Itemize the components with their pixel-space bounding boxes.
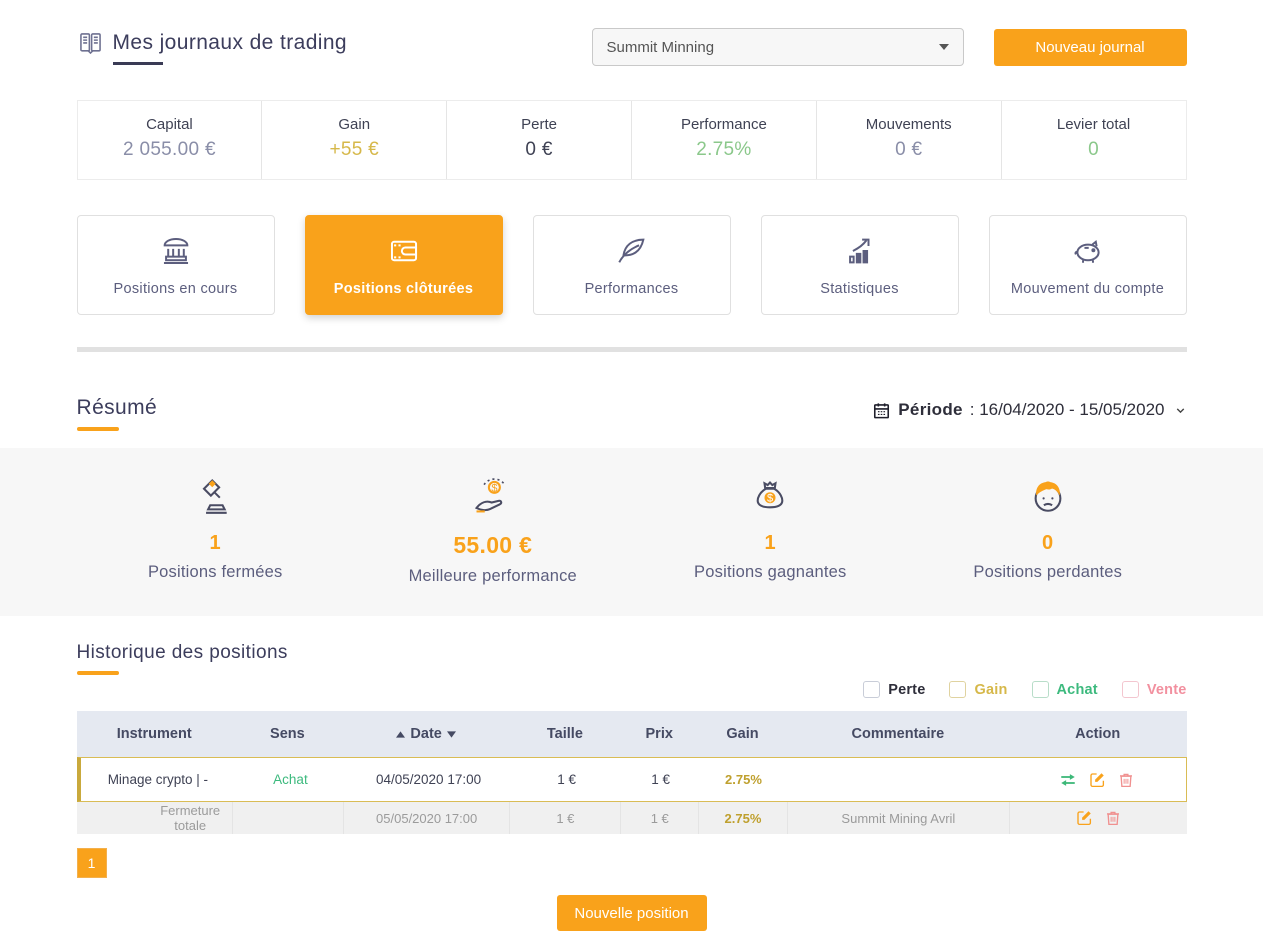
trash-icon[interactable]: [1117, 771, 1135, 789]
stat-performance: Performance 2.75%: [630, 101, 816, 179]
tab-positions-cloturees[interactable]: Positions clôturées: [304, 215, 503, 315]
svg-text:$: $: [491, 483, 497, 495]
tab-mouvement-du-compte[interactable]: Mouvement du compte: [988, 215, 1187, 315]
resume-title: Résumé: [76, 396, 158, 419]
cell-date: 05/05/2020 17:00: [342, 802, 510, 834]
resume-underline: [76, 427, 119, 431]
summary-band: 1 Positions fermées $ 55.00 € Meilleure …: [0, 448, 1263, 616]
tab-positions-en-cours[interactable]: Positions en cours: [76, 215, 275, 315]
filter-achat[interactable]: Achat: [1031, 681, 1098, 698]
journal-select[interactable]: Summit Minning: [591, 28, 964, 66]
svg-text:$: $: [767, 493, 773, 505]
cell-taille: 1 €: [557, 772, 577, 787]
new-position-button[interactable]: Nouvelle position: [556, 895, 707, 931]
cell-actions: [1009, 771, 1186, 789]
chart-growth-icon: [848, 238, 869, 263]
cell-sens: [231, 802, 343, 834]
section-divider: [76, 347, 1187, 352]
cell-instrument: Fermeture totale: [160, 803, 221, 833]
cell-gain: 2.75%: [698, 802, 787, 834]
perte-checkbox[interactable]: [863, 681, 881, 698]
summary-positions-fermees: 1 Positions fermées: [77, 475, 355, 586]
cell-prix: 1 €: [620, 802, 698, 834]
col-header-taille: Taille: [546, 726, 583, 742]
achat-checkbox[interactable]: [1031, 681, 1049, 698]
calendar-icon: [874, 402, 890, 418]
edit-icon[interactable]: [1088, 771, 1106, 789]
filter-gain[interactable]: Gain: [949, 681, 1007, 698]
cell-instrument: Minage crypto | -: [107, 772, 208, 787]
wallet-icon: [390, 240, 417, 261]
journals-books-icon: [79, 32, 101, 54]
cell-taille: 1 €: [509, 802, 620, 834]
filters-row: Perte Gain Achat Vente: [77, 681, 1187, 698]
history-underline: [76, 671, 119, 675]
leaf-icon: [617, 238, 645, 263]
stat-mouvements: Mouvements 0 €: [815, 101, 1001, 179]
history-title: Historique des positions: [76, 642, 288, 663]
position-subrow: Fermeture totale 05/05/2020 17:00 1 € 1 …: [76, 802, 1187, 834]
summary-meilleure-performance: $ 55.00 € Meilleure performance: [354, 475, 632, 586]
cell-sens: Achat: [273, 772, 308, 787]
chevron-down-icon: [1176, 407, 1184, 413]
new-journal-button[interactable]: Nouveau journal: [993, 28, 1187, 66]
sad-face-icon: [1034, 481, 1062, 512]
cell-prix: 1 €: [651, 772, 670, 787]
col-header-gain: Gain: [726, 726, 759, 742]
piggy-bank-icon: [1074, 239, 1100, 263]
history-header: Historique des positions: [76, 642, 1187, 675]
period-value: : 16/04/2020 - 15/05/2020: [969, 400, 1165, 419]
select-caret-icon: [938, 44, 949, 50]
stats-bar: Capital 2 055.00 € Gain +55 € Perte 0 € …: [76, 100, 1187, 180]
period-label: Période: [898, 400, 963, 419]
stat-gain: Gain +55 €: [261, 101, 446, 179]
journal-select-value: Summit Minning: [606, 38, 715, 56]
resume-header: Résumé Période : 16/04/2020 - 15/05/2020: [76, 396, 1187, 431]
col-header-date: Date: [343, 726, 510, 742]
col-header-action: Action: [1075, 726, 1121, 742]
edit-icon[interactable]: [1075, 809, 1093, 827]
exchange-icon[interactable]: [1059, 771, 1077, 789]
vente-checkbox[interactable]: [1121, 681, 1139, 698]
col-header-sens: Sens: [270, 726, 305, 742]
tab-statistiques[interactable]: Statistiques: [760, 215, 959, 315]
page-title-block: Mes journaux de trading: [77, 30, 348, 65]
page-1-button[interactable]: 1: [76, 848, 107, 878]
filter-vente[interactable]: Vente: [1121, 681, 1187, 698]
cell-actions: [1008, 802, 1187, 834]
stat-capital: Capital 2 055.00 €: [123, 116, 216, 160]
gavel-icon: [202, 479, 227, 514]
pagination: 1: [76, 848, 1187, 878]
stat-levier-total: Levier total 0: [1000, 101, 1186, 179]
col-header-commentaire: Commentaire: [851, 726, 945, 742]
hand-coin-icon: $: [474, 478, 506, 513]
period-selector[interactable]: Période : 16/04/2020 - 15/05/2020: [872, 400, 1186, 420]
cell-commentaire: Summit Mining Avril: [786, 802, 1009, 834]
bank-icon: [163, 237, 188, 264]
cell-gain: 2.75%: [725, 772, 762, 787]
cell-date: 04/05/2020 17:00: [376, 772, 482, 787]
position-row: Minage crypto | - Achat 04/05/2020 17:00…: [76, 757, 1187, 802]
col-header-instrument: Instrument: [116, 726, 192, 742]
date-sort-control[interactable]: Date: [396, 726, 456, 742]
col-header-prix: Prix: [645, 726, 673, 742]
tab-performances[interactable]: Performances: [532, 215, 731, 315]
money-bag-icon: $: [756, 481, 784, 509]
sort-desc-icon: [446, 731, 456, 738]
summary-positions-gagnantes: $ 1 Positions gagnantes: [632, 475, 910, 586]
summary-positions-perdantes: 0 Positions perdantes: [909, 475, 1187, 586]
section-tabs: Positions en cours Positions clôturées P…: [76, 215, 1187, 315]
title-underline: [112, 61, 163, 65]
top-bar: Mes journaux de trading Summit Minning N…: [77, 0, 1187, 67]
positions-table: Instrument Sens Date Taille Prix Gain Co…: [76, 711, 1187, 834]
sort-asc-icon: [396, 731, 406, 738]
trash-icon[interactable]: [1104, 809, 1122, 827]
filter-perte[interactable]: Perte: [863, 681, 925, 698]
stat-perte: Perte 0 €: [446, 101, 631, 179]
table-header-row: Instrument Sens Date Taille Prix Gain Co…: [76, 711, 1187, 757]
page-title: Mes journaux de trading: [112, 31, 347, 54]
gain-checkbox[interactable]: [949, 681, 967, 698]
